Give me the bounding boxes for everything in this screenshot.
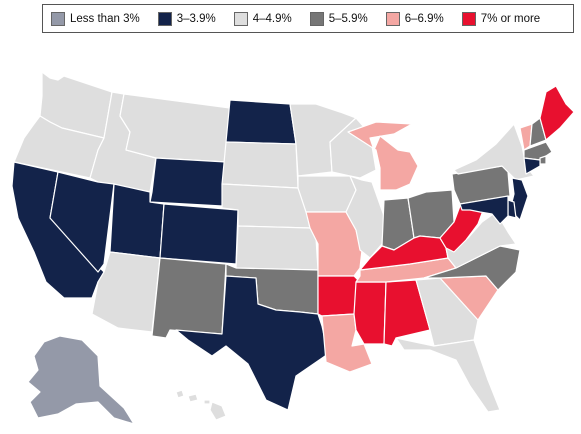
state-MS	[353, 281, 387, 345]
state-CT	[523, 157, 541, 175]
legend-item-5-to-5-9: 5–5.9%	[309, 11, 368, 26]
state-ME	[539, 85, 575, 141]
state-KS	[235, 225, 319, 271]
legend: Less than 3% 3–3.9% 4–4.9% 5–5.9% 6–6.9%…	[42, 4, 574, 33]
state-HI	[175, 389, 227, 421]
state-SD	[221, 141, 299, 189]
legend-item-4-to-4-9: 4–4.9%	[233, 11, 292, 26]
legend-swatch	[157, 11, 172, 26]
state-WY	[149, 157, 227, 207]
legend-label: 5–5.9%	[328, 12, 368, 25]
legend-item-less-than-3: Less than 3%	[51, 11, 140, 26]
state-MD	[459, 195, 509, 225]
legend-swatch	[309, 11, 324, 26]
state-ND	[225, 99, 297, 145]
legend-swatch	[461, 11, 476, 26]
state-VA	[445, 211, 517, 269]
state-NM	[151, 257, 227, 339]
legend-label: 6–6.9%	[404, 12, 444, 25]
state-RI	[539, 155, 547, 165]
state-CO	[159, 203, 239, 265]
legend-item-7-or-more: 7% or more	[461, 11, 541, 26]
state-NV	[49, 171, 115, 273]
state-MI	[347, 121, 419, 191]
legend-item-6-to-6-9: 6–6.9%	[385, 11, 444, 26]
state-MT	[119, 93, 231, 163]
state-TX	[175, 275, 329, 411]
legend-swatch	[385, 11, 400, 26]
state-FL	[395, 337, 501, 413]
legend-label: Less than 3%	[70, 12, 140, 25]
legend-swatch	[51, 11, 65, 26]
state-IA	[297, 175, 357, 213]
legend-label: 3–3.9%	[176, 12, 216, 25]
state-AK	[27, 335, 135, 425]
legend-label: 4–4.9%	[252, 12, 292, 25]
legend-item-3-to-3-9: 3–3.9%	[157, 11, 216, 26]
legend-swatch	[233, 11, 248, 26]
legend-label: 7% or more	[480, 12, 541, 25]
state-WV	[439, 205, 485, 253]
